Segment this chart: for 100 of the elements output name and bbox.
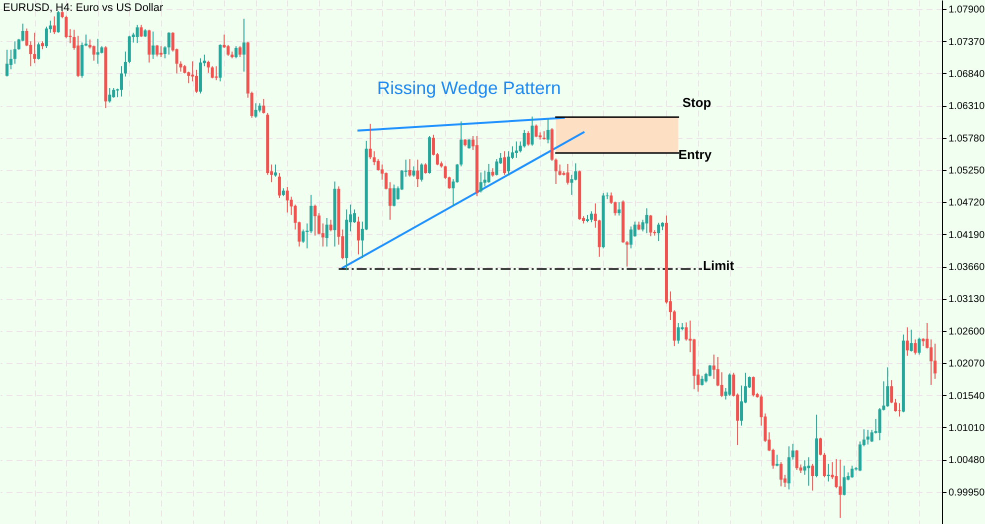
candlestick: [866, 429, 870, 445]
candlestick: [546, 118, 550, 144]
candlestick: [56, 10, 60, 34]
candlestick: [930, 338, 933, 386]
candlestick: [33, 32, 36, 64]
candlestick: [226, 44, 230, 56]
series-label: Limit: [703, 258, 735, 273]
candlestick: [412, 166, 416, 178]
candlestick: [618, 202, 621, 216]
candlestick: [424, 162, 428, 174]
candlestick: [886, 366, 890, 408]
y-tick-label: 1.05250: [948, 166, 985, 177]
candlestick: [507, 150, 510, 176]
candlestick: [649, 214, 652, 237]
y-tick-label: 1.05780: [948, 133, 985, 144]
candlestick: [274, 164, 278, 178]
candlestick: [96, 38, 100, 64]
y-tick-label: 1.01540: [948, 390, 985, 402]
candlestick: [487, 163, 490, 184]
candlestick: [918, 337, 921, 356]
candlestick: [195, 69, 198, 94]
y-tick-label: 1.02600: [948, 326, 985, 338]
candlestick: [795, 449, 798, 470]
candlestick: [167, 32, 170, 56]
y-tick-label: 1.02070: [948, 358, 985, 370]
candlestick: [420, 162, 424, 182]
candlestick: [780, 462, 783, 487]
series-label: Entry: [678, 147, 712, 162]
candlestick: [657, 222, 660, 242]
candlestick: [803, 460, 806, 476]
candlestick: [112, 88, 116, 98]
candlestick: [262, 98, 266, 114]
candlestick: [850, 465, 854, 478]
candlestick: [629, 226, 632, 249]
candlestick: [286, 186, 289, 214]
candlestick: [894, 398, 898, 412]
candlestick: [878, 408, 882, 441]
candlestick: [163, 46, 166, 59]
candlestick: [526, 130, 530, 146]
candlestick: [570, 174, 574, 196]
candlestick: [934, 343, 937, 380]
candlestick: [752, 376, 755, 397]
y-tick-label: 1.04720: [948, 198, 985, 209]
candlestick: [906, 326, 909, 356]
y-tick-label: 0.99950: [948, 487, 985, 498]
y-tick-label: 1.04190: [948, 230, 985, 241]
y-tick-label: 1.03130: [948, 294, 985, 306]
candlestick: [530, 116, 534, 146]
candlestick: [514, 140, 518, 158]
candlestick: [356, 216, 360, 255]
candlestick: [416, 159, 420, 188]
candlestick: [910, 329, 913, 352]
candlestick: [325, 217, 328, 248]
candlestick: [590, 210, 593, 223]
candlestick: [13, 40, 16, 64]
candlestick: [479, 172, 482, 193]
candlestick: [254, 102, 258, 118]
candlestick: [890, 380, 894, 404]
series-label: Stop: [682, 95, 712, 110]
candlestick: [566, 163, 570, 186]
candlestick: [558, 164, 562, 176]
candlestick: [645, 208, 648, 234]
candlestick: [5, 49, 8, 78]
candlestick: [842, 465, 846, 496]
candlestick: [152, 31, 155, 60]
candlestick: [819, 437, 822, 456]
candlestick: [206, 60, 210, 74]
candlestick: [554, 158, 558, 184]
candlestick: [37, 42, 40, 60]
candlestick: [278, 172, 281, 198]
candlestick: [503, 150, 506, 176]
candlestick: [720, 372, 724, 398]
candlestick: [136, 24, 139, 44]
candlestick: [522, 129, 526, 148]
candlestick: [728, 372, 732, 396]
candlestick: [684, 322, 688, 342]
y-tick-label: 1.06840: [948, 68, 985, 80]
candlestick: [120, 66, 123, 98]
candlestick: [534, 124, 538, 138]
candlestick: [811, 463, 814, 492]
candlestick: [822, 452, 826, 478]
candlestick: [210, 66, 214, 79]
candlestick: [838, 459, 842, 518]
y-tick-label: 1.00480: [948, 455, 985, 466]
y-tick-label: 1.07370: [948, 36, 985, 48]
candlestick: [376, 158, 380, 172]
candlestick: [314, 204, 317, 236]
candlestick: [408, 158, 412, 178]
candlestick: [156, 44, 159, 57]
candlestick: [700, 375, 704, 386]
candlestick: [238, 46, 242, 58]
candlestick: [124, 51, 127, 78]
candlestick: [234, 46, 238, 59]
candlestick: [302, 229, 305, 244]
candlestick: [329, 219, 332, 232]
candlestick: [807, 456, 810, 486]
candlestick: [52, 16, 56, 34]
candlestick: [740, 385, 744, 426]
candlestick: [870, 429, 874, 443]
candlestick: [92, 45, 96, 62]
